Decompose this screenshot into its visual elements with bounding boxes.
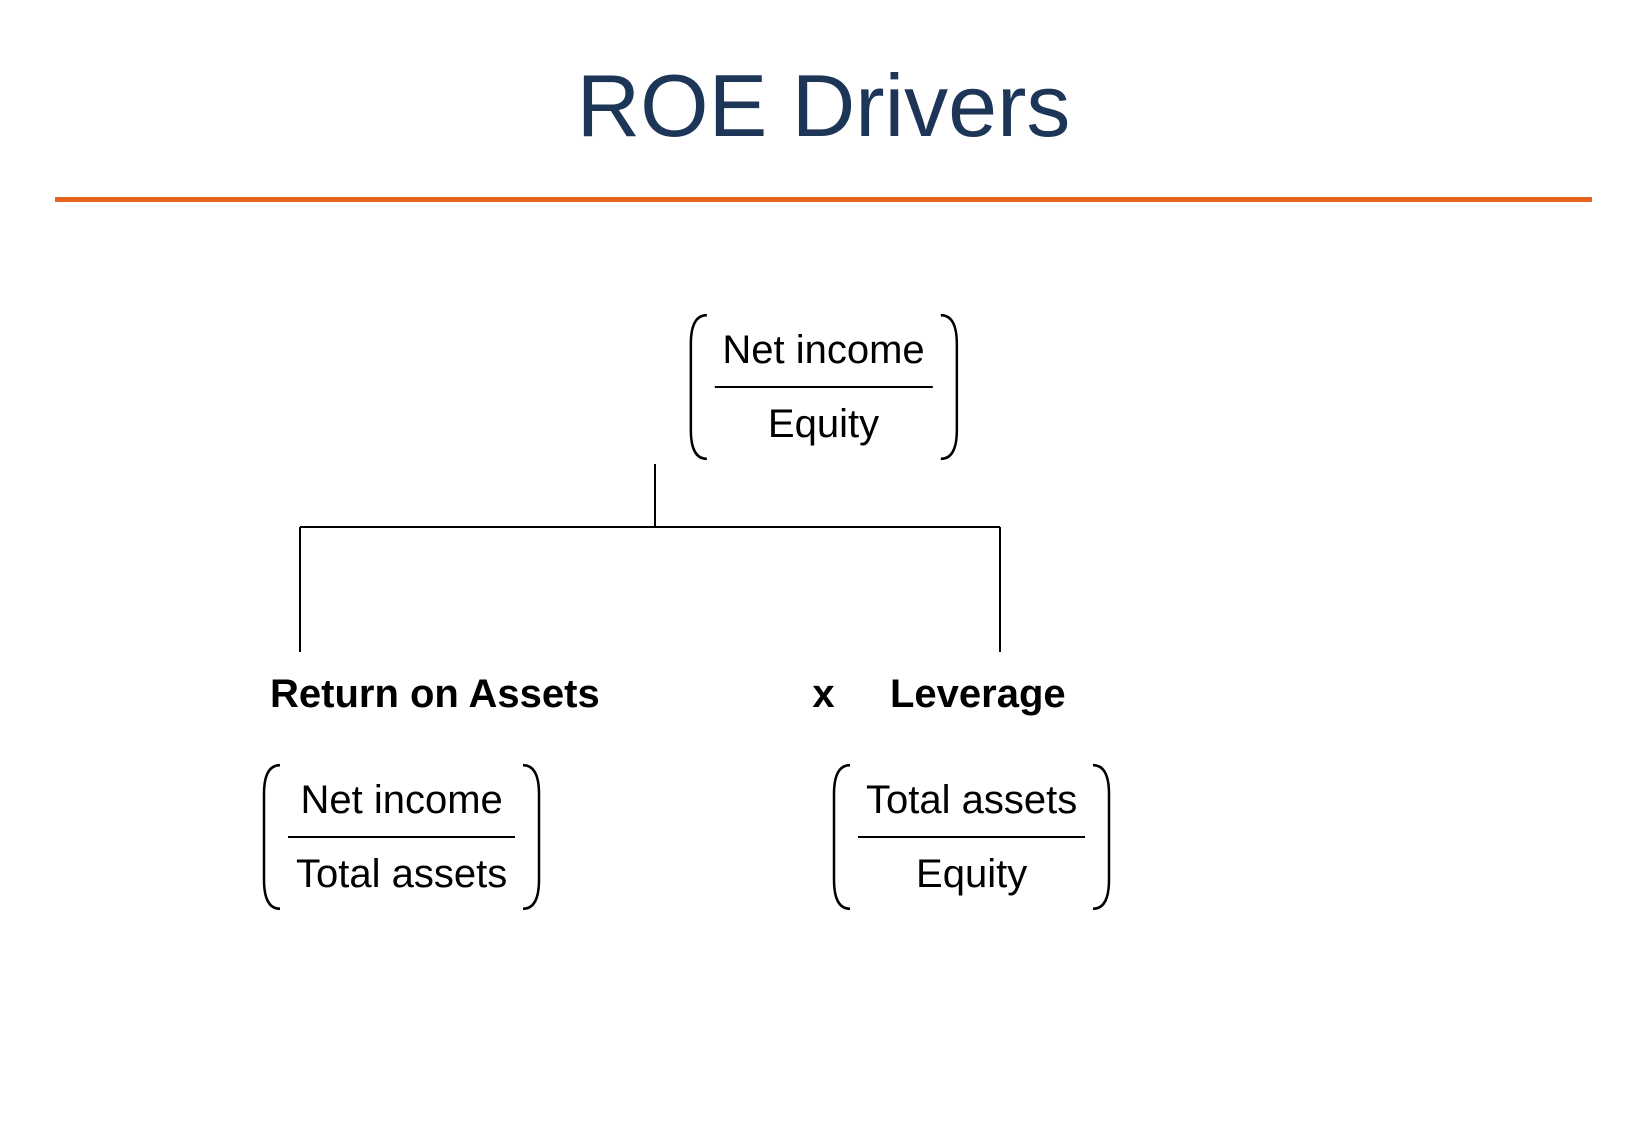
- bracket-left-icon: [260, 762, 284, 912]
- page-title: ROE Drivers: [0, 0, 1647, 157]
- roa-fraction: Net income Total assets: [260, 762, 543, 912]
- leverage-label: Leverage: [890, 672, 1066, 717]
- tree-connector: [0, 312, 1647, 712]
- bracket-right-icon: [519, 762, 543, 912]
- roa-numerator: Net income: [292, 770, 510, 830]
- multiply-operator: x: [812, 672, 834, 717]
- return-on-assets-label: Return on Assets: [270, 672, 600, 717]
- bracket-left-icon: [830, 762, 854, 912]
- roa-denominator: Total assets: [288, 844, 515, 904]
- leverage-fraction: Total assets Equity: [830, 762, 1113, 912]
- title-divider: [55, 197, 1592, 202]
- fraction-bar: [288, 836, 515, 838]
- fraction-bar: [858, 836, 1085, 838]
- bracket-right-icon: [1089, 762, 1113, 912]
- leverage-denominator: Equity: [908, 844, 1035, 904]
- roe-diagram: Net income Equity Return on Assets x Lev…: [0, 312, 1647, 1012]
- leverage-numerator: Total assets: [858, 770, 1085, 830]
